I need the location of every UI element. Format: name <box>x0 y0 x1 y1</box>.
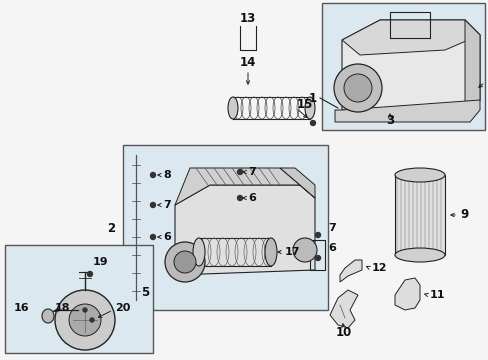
Text: 14: 14 <box>239 55 256 68</box>
Bar <box>321 3 484 130</box>
Text: 7: 7 <box>247 167 255 177</box>
Circle shape <box>333 64 381 112</box>
Circle shape <box>90 318 94 322</box>
Bar <box>123 145 327 310</box>
Ellipse shape <box>305 97 314 119</box>
Circle shape <box>315 256 320 261</box>
Text: 6: 6 <box>327 243 335 253</box>
Text: 7: 7 <box>327 223 335 233</box>
Text: 13: 13 <box>240 12 256 24</box>
Polygon shape <box>280 168 314 198</box>
Polygon shape <box>175 185 314 275</box>
Polygon shape <box>394 278 419 310</box>
Text: 6: 6 <box>247 193 255 203</box>
Ellipse shape <box>227 97 238 119</box>
Text: 17: 17 <box>285 247 300 257</box>
Text: 19: 19 <box>92 257 107 267</box>
Circle shape <box>237 170 242 175</box>
Circle shape <box>87 271 92 276</box>
Text: 7: 7 <box>163 200 170 210</box>
Polygon shape <box>329 290 357 328</box>
Bar <box>5 245 153 353</box>
Circle shape <box>55 290 115 350</box>
Text: 10: 10 <box>335 325 351 338</box>
Text: 15: 15 <box>296 99 313 112</box>
Circle shape <box>174 251 196 273</box>
Polygon shape <box>464 20 479 115</box>
Circle shape <box>69 304 101 336</box>
Text: 12: 12 <box>371 263 386 273</box>
Text: 8: 8 <box>163 170 170 180</box>
Circle shape <box>150 172 155 177</box>
Polygon shape <box>339 260 361 282</box>
Polygon shape <box>334 100 479 122</box>
Polygon shape <box>341 20 479 115</box>
Circle shape <box>292 238 316 262</box>
Circle shape <box>83 308 87 312</box>
Text: 20: 20 <box>115 303 130 313</box>
Circle shape <box>150 202 155 207</box>
Ellipse shape <box>264 238 276 266</box>
Text: 4: 4 <box>486 73 488 86</box>
Text: 2: 2 <box>107 221 115 234</box>
Text: 16: 16 <box>14 303 30 313</box>
Circle shape <box>343 74 371 102</box>
Text: 3: 3 <box>385 113 393 126</box>
Circle shape <box>150 234 155 239</box>
Ellipse shape <box>42 309 54 323</box>
Ellipse shape <box>193 238 204 266</box>
Polygon shape <box>175 168 314 205</box>
Circle shape <box>315 233 320 238</box>
Text: 5: 5 <box>141 285 149 298</box>
Text: 6: 6 <box>163 232 170 242</box>
Text: 9: 9 <box>459 208 468 221</box>
Text: 1: 1 <box>308 91 316 104</box>
Circle shape <box>237 195 242 201</box>
Bar <box>394 175 444 255</box>
Text: 11: 11 <box>429 290 445 300</box>
Circle shape <box>164 242 204 282</box>
Polygon shape <box>341 20 479 55</box>
Circle shape <box>310 121 315 126</box>
Text: 18: 18 <box>55 303 70 313</box>
Ellipse shape <box>394 168 444 182</box>
Ellipse shape <box>394 248 444 262</box>
